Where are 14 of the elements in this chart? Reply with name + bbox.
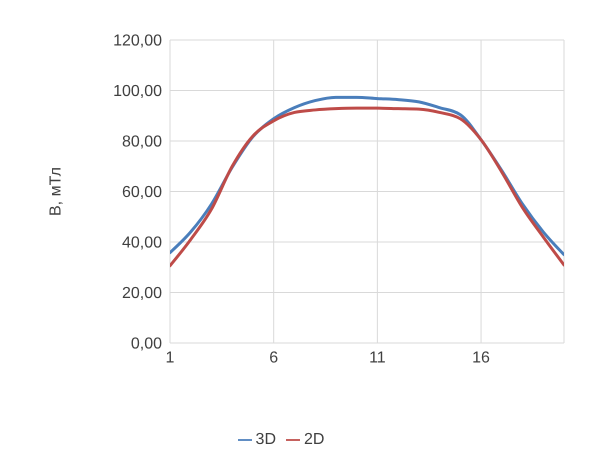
x-tick-label: 6 bbox=[269, 349, 278, 366]
y-tick-label: 0,00 bbox=[130, 336, 162, 353]
y-tick-label: 20,00 bbox=[122, 285, 162, 302]
y-axis-title: B, мТл bbox=[48, 167, 65, 216]
legend-label: 2D bbox=[304, 431, 324, 448]
x-tick-label: 1 bbox=[166, 349, 175, 366]
y-tick-label: 60,00 bbox=[122, 184, 162, 202]
y-tick-label: 100,00 bbox=[113, 83, 162, 100]
legend-label: 3D bbox=[256, 431, 276, 448]
x-tick-label: 16 bbox=[472, 349, 490, 366]
y-tick-label: 40,00 bbox=[122, 234, 162, 252]
x-tick-label: 11 bbox=[369, 349, 386, 366]
y-tick-label: 80,00 bbox=[122, 134, 162, 151]
y-tick-label: 120,00 bbox=[113, 32, 162, 50]
